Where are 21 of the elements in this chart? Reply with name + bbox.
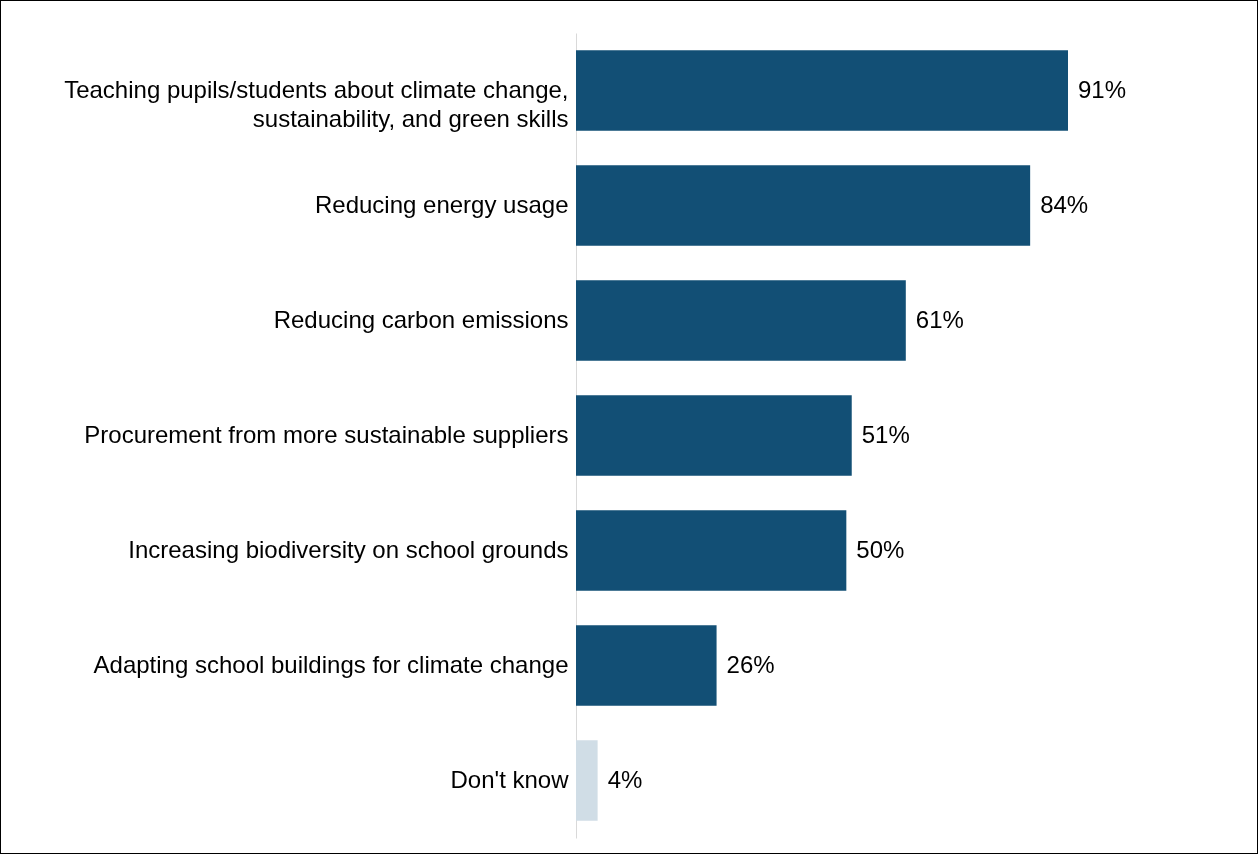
y-tick-label: Reducing carbon emissions xyxy=(273,305,569,333)
y-tick-label: Don't know xyxy=(450,765,570,793)
bar xyxy=(576,280,906,361)
bar xyxy=(576,510,847,591)
data-label: 91% xyxy=(1078,75,1127,103)
data-label: 4% xyxy=(607,765,643,793)
y-tick-label: Reducing energy usage xyxy=(314,190,569,218)
y-tick-label: Adapting school buildings for climate change xyxy=(93,650,569,678)
bar xyxy=(576,50,1068,131)
y-tick-label: Increasing biodiversity on school grounds xyxy=(128,535,569,563)
data-label: 84% xyxy=(1040,190,1089,218)
bar xyxy=(576,740,598,821)
data-label: 51% xyxy=(861,420,910,448)
bar xyxy=(576,625,717,706)
y-tick-label: Procurement from more sustainable suppliers xyxy=(84,420,569,448)
data-label: 50% xyxy=(856,535,905,563)
y-tick-label: Teaching pupils/students about climate change, sustainability, and green skills xyxy=(64,75,569,132)
data-label: 26% xyxy=(726,650,775,678)
bar xyxy=(576,395,852,476)
data-label: 61% xyxy=(915,305,964,333)
bar xyxy=(576,165,1031,246)
